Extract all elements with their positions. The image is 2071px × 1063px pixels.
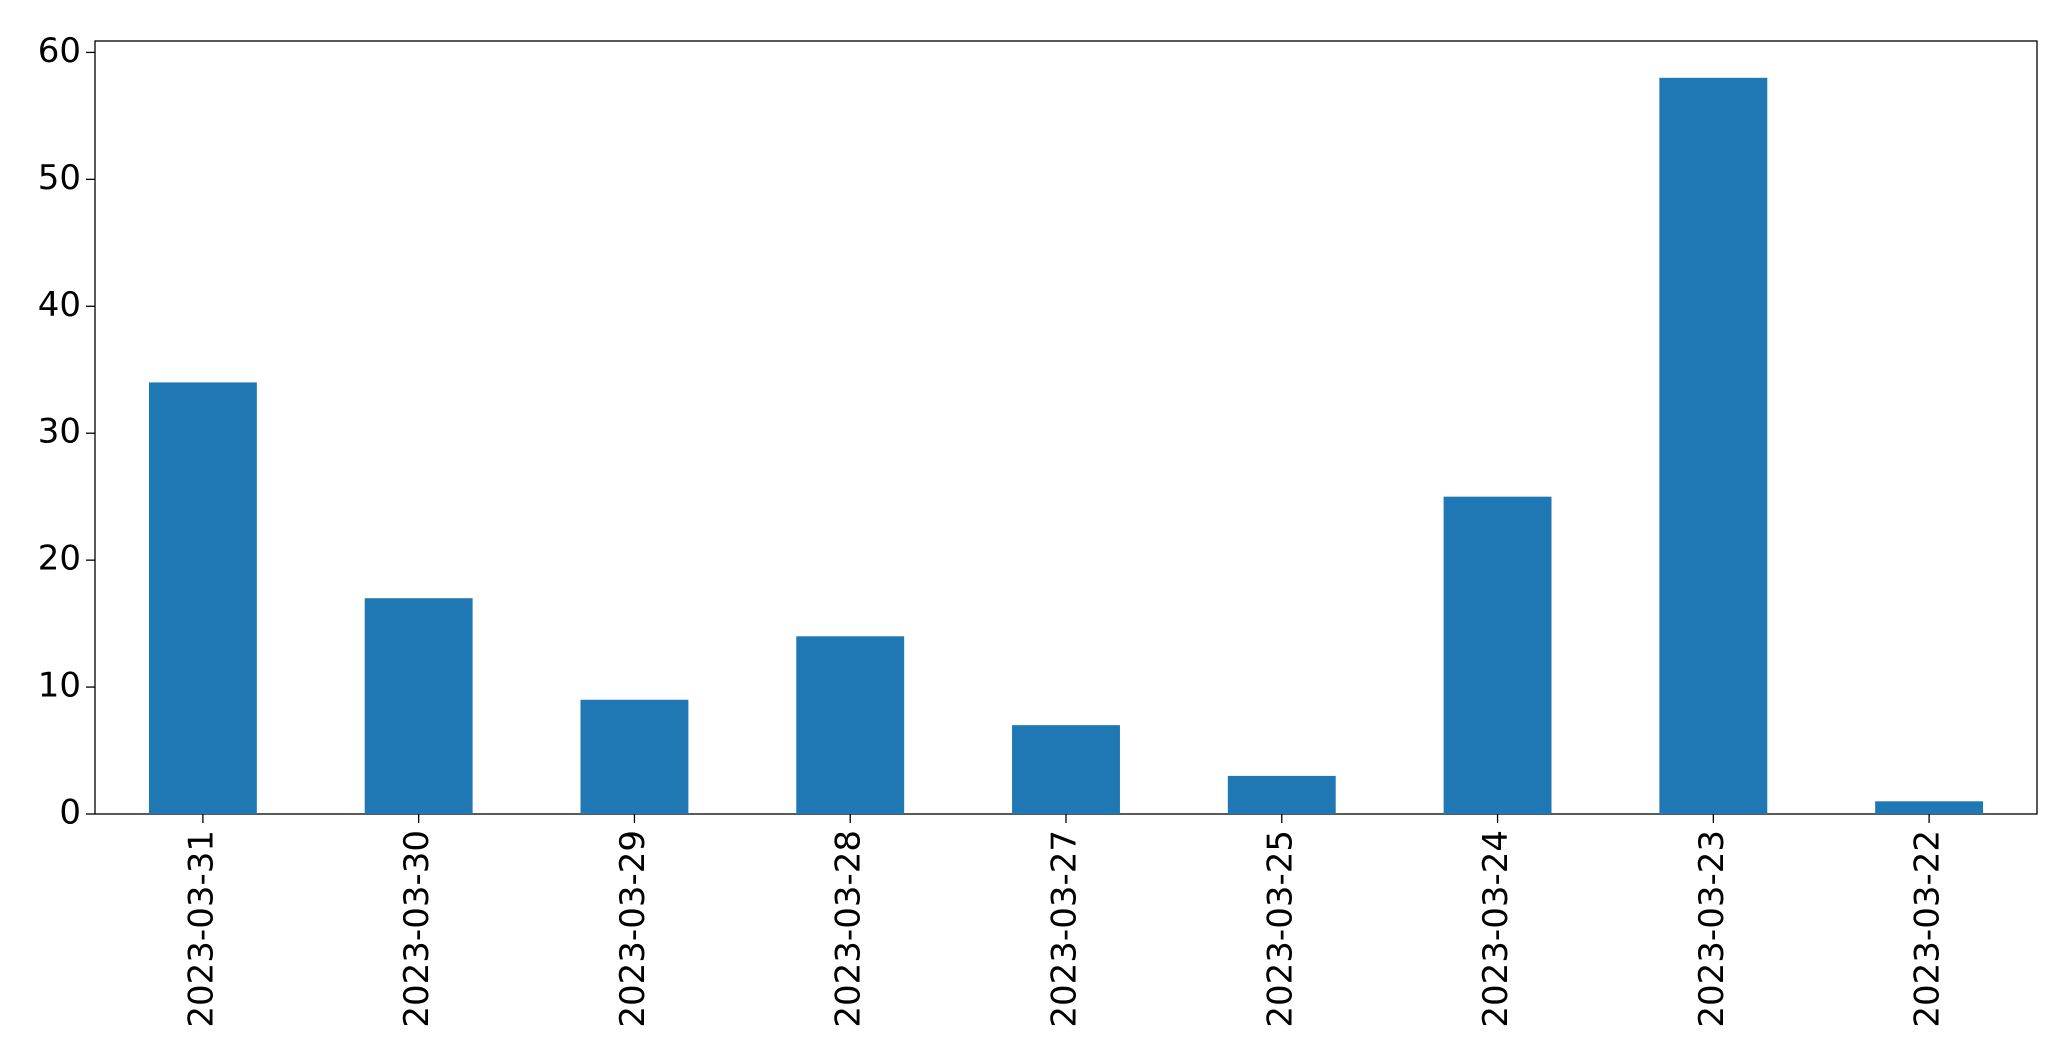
x-tick-label: 2023-03-24: [1476, 830, 1516, 1028]
bar: [1875, 801, 1984, 814]
bar: [1659, 77, 1768, 815]
bar: [580, 699, 689, 814]
bar: [1443, 496, 1552, 814]
bar: [1012, 725, 1120, 814]
x-tick-label: 2023-03-25: [1260, 830, 1300, 1028]
bar: [796, 636, 905, 814]
y-tick-label: 40: [38, 285, 81, 325]
y-tick-label: 10: [38, 666, 81, 706]
x-tick-label: 2023-03-30: [397, 830, 437, 1028]
y-tick-label: 60: [38, 31, 81, 71]
y-tick-label: 20: [38, 539, 81, 579]
bar: [148, 382, 257, 814]
x-tick-label: 2023-03-29: [613, 830, 653, 1028]
bar: [1227, 775, 1336, 814]
x-tick-label: 2023-03-31: [181, 830, 221, 1028]
bar: [364, 598, 473, 814]
y-tick-label: 50: [38, 158, 81, 198]
y-tick-label: 30: [38, 412, 81, 452]
x-tick-label: 2023-03-22: [1908, 830, 1948, 1028]
y-tick-label: 0: [59, 793, 81, 833]
x-tick-label: 2023-03-28: [829, 830, 869, 1028]
x-tick-label: 2023-03-23: [1692, 830, 1732, 1028]
x-tick-label: 2023-03-27: [1045, 830, 1085, 1028]
